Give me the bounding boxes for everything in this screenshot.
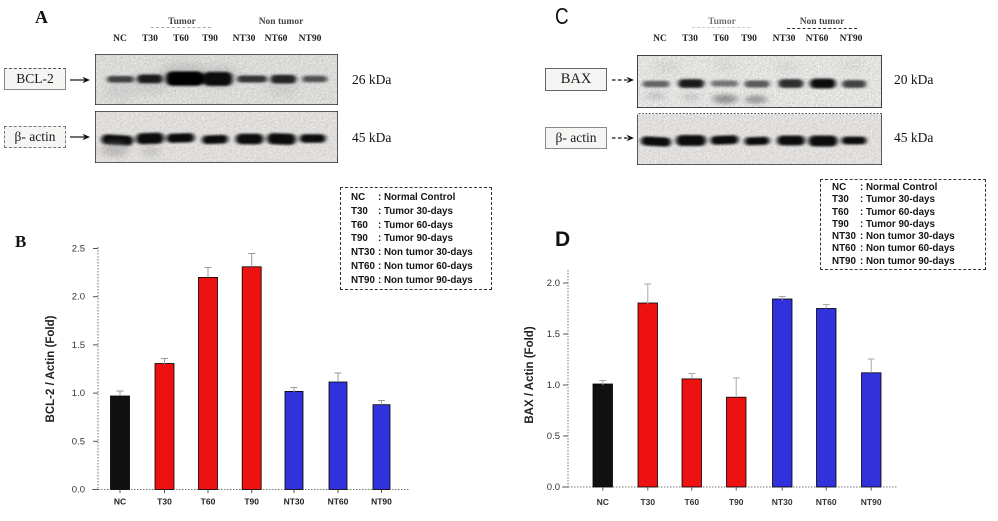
svg-text:T30: T30 (640, 497, 655, 507)
svg-text:NT30: NT30 (284, 497, 305, 507)
svg-text:T90: T90 (244, 497, 259, 507)
svg-text:T60: T60 (684, 497, 699, 507)
svg-text:1.5: 1.5 (547, 329, 560, 340)
svg-text:T60: T60 (201, 497, 216, 507)
svg-text:T90: T90 (729, 497, 744, 507)
svg-text:NT30: NT30 (772, 497, 793, 507)
svg-text:NT60: NT60 (816, 497, 837, 507)
svg-text:NT90: NT90 (371, 497, 392, 507)
svg-text:BAX / Actin (Fold): BAX / Actin (Fold) (524, 326, 536, 423)
svg-text:1.5: 1.5 (72, 340, 85, 351)
svg-text:NC: NC (114, 497, 126, 507)
svg-text:0.5: 0.5 (72, 436, 85, 447)
svg-text:BCL-2 / Actin (Fold): BCL-2 / Actin (Fold) (45, 315, 57, 422)
svg-text:0.5: 0.5 (547, 431, 560, 442)
svg-text:NT60: NT60 (328, 497, 349, 507)
svg-text:1.0: 1.0 (72, 388, 85, 399)
svg-text:2.0: 2.0 (547, 278, 560, 289)
svg-text:0.0: 0.0 (72, 485, 85, 496)
svg-text:NT90: NT90 (861, 497, 882, 507)
svg-text:0.0: 0.0 (547, 482, 560, 493)
svg-text:1.0: 1.0 (547, 380, 560, 391)
svg-text:NC: NC (597, 497, 609, 507)
svg-text:2.0: 2.0 (72, 292, 85, 303)
svg-text:2.5: 2.5 (72, 244, 85, 255)
svg-text:T30: T30 (157, 497, 172, 507)
